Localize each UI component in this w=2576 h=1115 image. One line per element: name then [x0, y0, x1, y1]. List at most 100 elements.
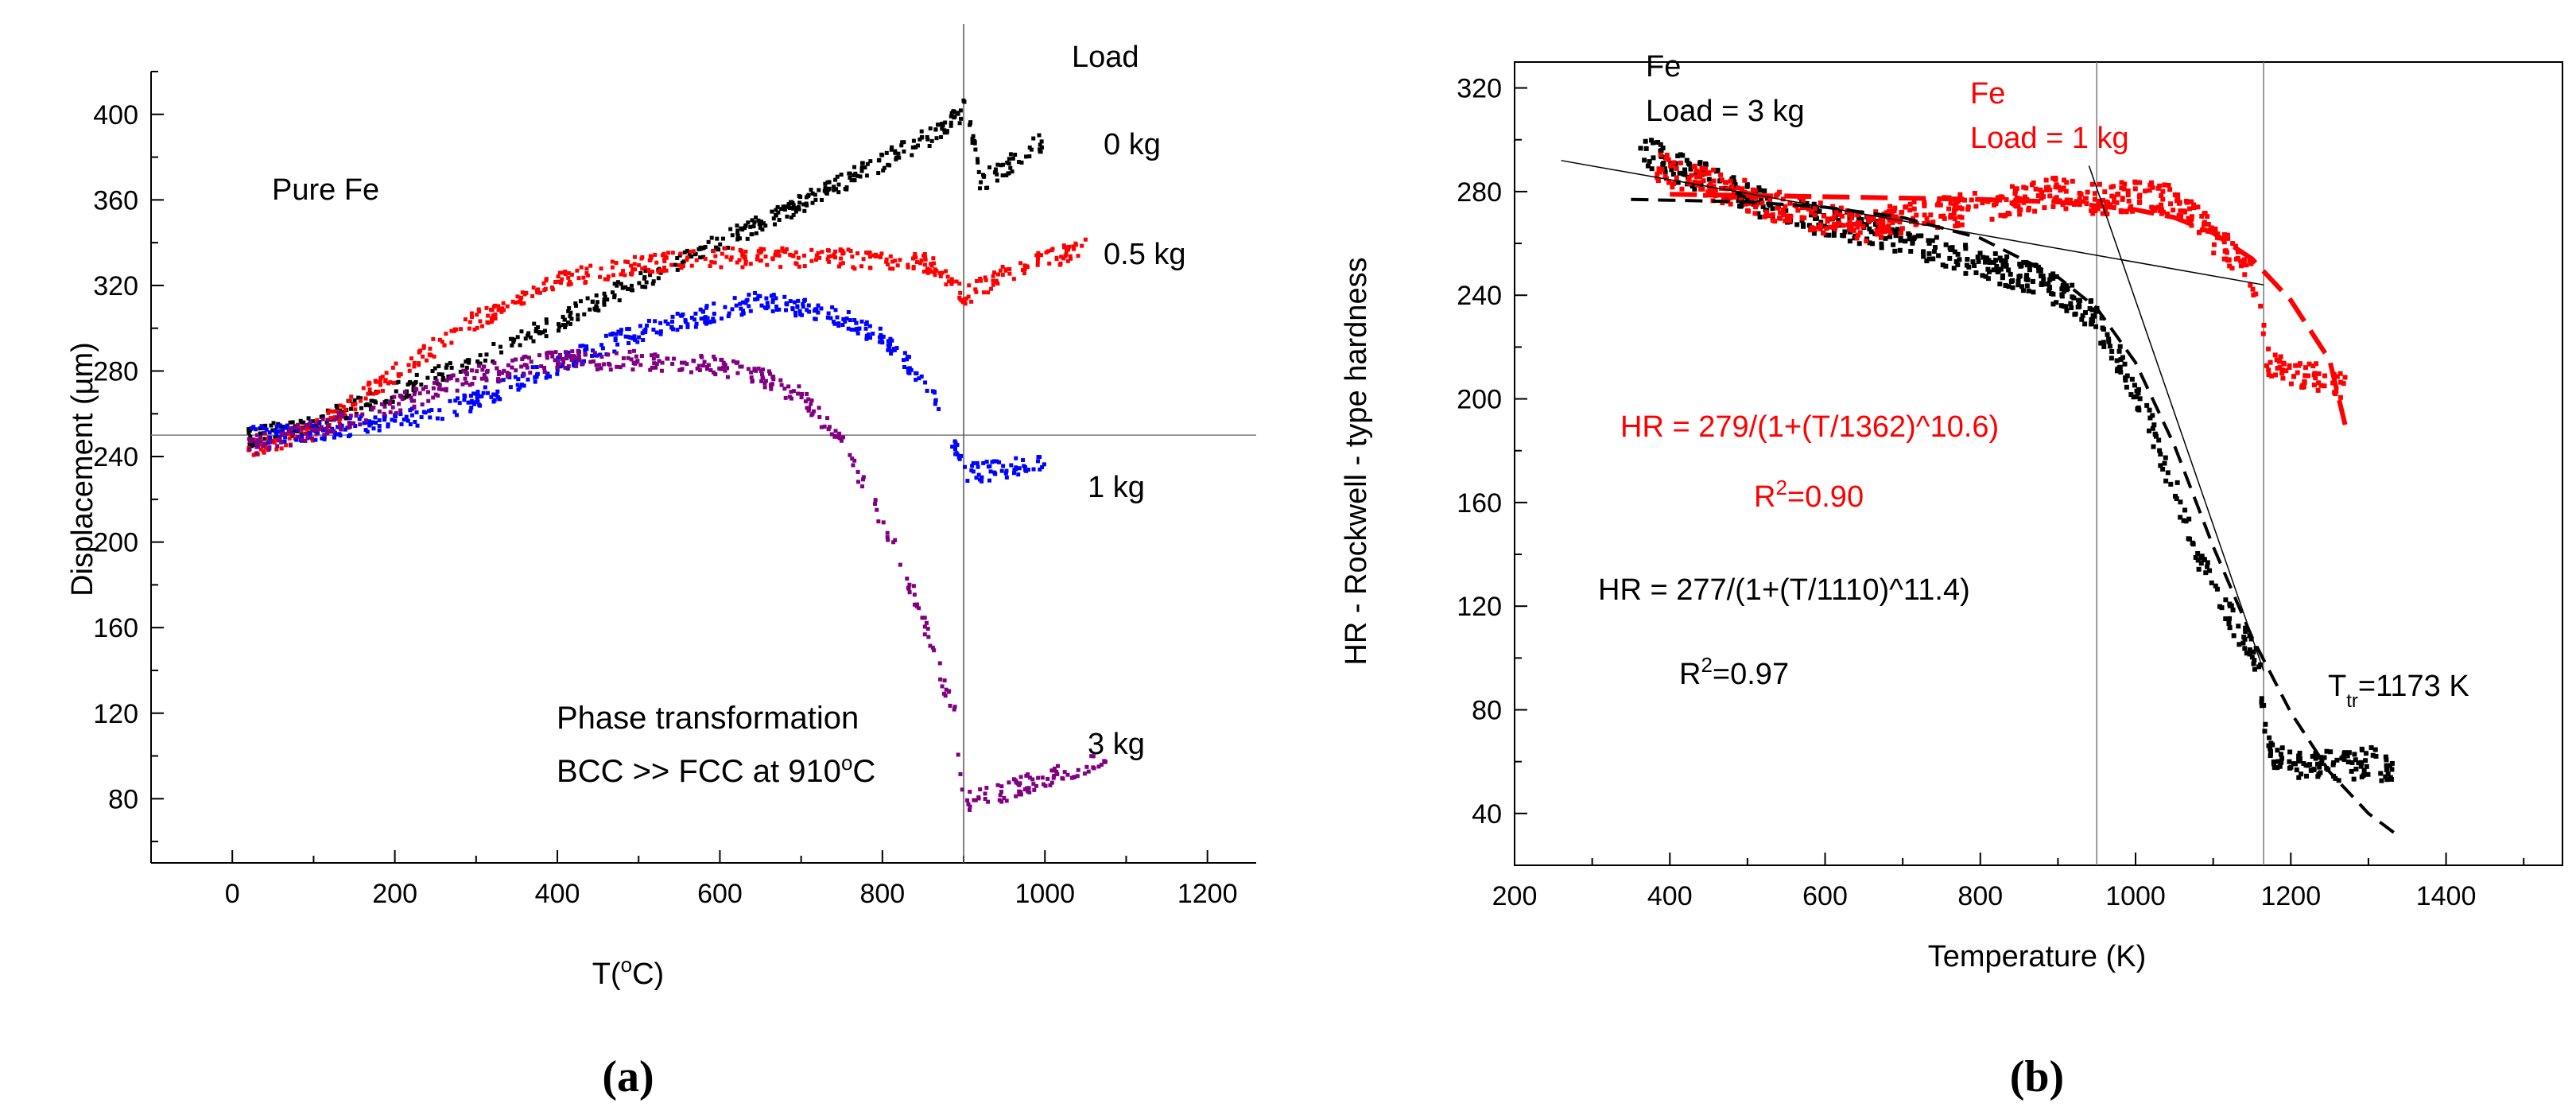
- chart-b-point: [1892, 248, 1898, 254]
- chart-b-point: [1803, 204, 1809, 210]
- chart-a-point: [254, 427, 258, 432]
- chart-a-point: [544, 334, 549, 339]
- chart-b-point: [1894, 218, 1899, 223]
- chart-a-point: [293, 425, 298, 430]
- chart-a-point: [1068, 254, 1073, 258]
- chart-a-point: [337, 419, 342, 424]
- chart-a-point: [1082, 771, 1087, 776]
- chart-a-point: [675, 255, 680, 260]
- chart-b-point: [1985, 266, 1991, 272]
- chart-a-point: [750, 218, 755, 223]
- chart-a-point: [481, 390, 486, 395]
- chart-a-point: [1035, 459, 1040, 464]
- chart-a-point: [840, 248, 845, 253]
- chart-a-point: [867, 324, 872, 328]
- chart-a-point: [522, 383, 526, 388]
- chart-b-point: [2059, 293, 2065, 299]
- chart-b-point: [2187, 206, 2193, 212]
- chart-a-point: [455, 413, 460, 418]
- chart-a-point: [475, 359, 480, 363]
- chart-b-point: [2112, 199, 2117, 204]
- chart-a-point: [658, 270, 663, 275]
- chart-b-point: [1664, 153, 1670, 158]
- chart-b-point: [1922, 212, 1927, 218]
- chart-b-point: [1806, 206, 1811, 212]
- chart-a-point: [495, 366, 499, 371]
- chart-a-ytick-label: 320: [93, 271, 138, 301]
- chart-a-point: [594, 293, 599, 297]
- chart-a-point: [510, 299, 515, 304]
- chart-a-point: [932, 648, 937, 653]
- chart-b-point: [2027, 262, 2032, 268]
- chart-b-point: [2003, 212, 2008, 218]
- chart-b-point: [1934, 202, 1940, 208]
- chart-b-point: [1995, 269, 2000, 274]
- chart-a-point: [879, 251, 884, 256]
- chart-b-point: [2378, 771, 2384, 776]
- chart-a-point: [590, 300, 595, 305]
- chart-a-point: [264, 427, 269, 432]
- chart-b-point: [1987, 269, 1992, 274]
- chart-a-point: [675, 267, 680, 272]
- chart-b-point: [2064, 180, 2070, 185]
- chart-b-point: [2043, 177, 2049, 183]
- chart-a-point: [479, 324, 484, 328]
- chart-a-point: [719, 265, 724, 270]
- chart-a-point: [363, 428, 368, 433]
- chart-b-point: [2273, 372, 2279, 378]
- chart-b-point: [2054, 182, 2059, 188]
- chart-a-point: [937, 406, 941, 411]
- chart-b-point: [2147, 407, 2152, 413]
- chart-a-point: [706, 239, 711, 244]
- chart-a-point: [841, 317, 846, 321]
- chart-a-point: [848, 318, 852, 323]
- chart-a-point: [598, 352, 603, 357]
- chart-a-point: [1017, 466, 1022, 471]
- chart-a-point: [739, 313, 744, 317]
- chart-b-point: [1961, 197, 1967, 203]
- chart-a-xtick-label: 1000: [1014, 879, 1075, 909]
- chart-a-point: [797, 264, 801, 269]
- chart-a-point: [330, 426, 335, 431]
- chart-b-point: [2000, 262, 2006, 267]
- chart-b-point: [1657, 169, 1662, 175]
- chart-a-point: [998, 268, 1003, 273]
- chart-a-point: [758, 258, 762, 263]
- chart-a-point: [599, 355, 604, 359]
- chart-b-point: [1711, 178, 1717, 184]
- chart-a-point: [762, 385, 767, 390]
- chart-a-point: [498, 344, 502, 349]
- chart-b-point: [2156, 437, 2162, 443]
- chart-a-point: [936, 122, 941, 127]
- chart-a-point: [809, 258, 814, 263]
- chart-a-point: [335, 415, 339, 420]
- chart-b-point: [1812, 206, 1818, 212]
- chart-b-point: [2322, 755, 2327, 760]
- chart-a-point: [969, 299, 974, 304]
- chart-b-point: [2337, 371, 2343, 376]
- chart-a-point: [575, 268, 580, 273]
- chart-a-point: [398, 412, 403, 417]
- chart-a-point: [1029, 147, 1034, 152]
- chart-a-point: [558, 364, 563, 369]
- chart-b-point: [1809, 210, 1814, 216]
- chart-b-point: [2038, 268, 2043, 274]
- chart-a-point: [267, 430, 272, 435]
- chart-a-point: [778, 378, 783, 383]
- chart-a-point: [266, 437, 270, 441]
- chart-a-point: [295, 428, 300, 433]
- chart-a-point: [308, 435, 312, 440]
- chart-b-point: [1931, 249, 1937, 254]
- chart-a-point: [762, 305, 767, 310]
- chart-a-point: [362, 421, 367, 425]
- chart-b-point: [2124, 373, 2130, 379]
- chart-a-point: [730, 307, 735, 312]
- chart-b-point: [2041, 277, 2046, 282]
- chart-a-point: [720, 236, 725, 241]
- chart-b-point: [1732, 182, 1738, 188]
- chart-b-point: [1658, 152, 1663, 157]
- chart-b-point: [2364, 763, 2369, 769]
- chart-b-point: [1739, 202, 1744, 208]
- chart-a-point: [605, 297, 610, 302]
